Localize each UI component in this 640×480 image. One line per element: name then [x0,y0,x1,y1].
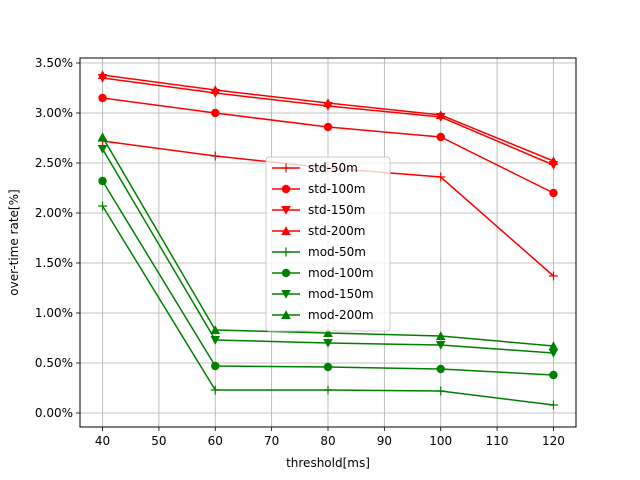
series-std-100m [98,93,558,198]
data-point-mod-50m [323,385,333,395]
legend-label: std-200m [308,224,366,238]
data-point-std-50m [548,271,558,281]
legend-marker [281,184,291,194]
y-tick-label: 2.00% [35,206,73,220]
data-point-std-100m [98,93,107,103]
data-point-std-100m [323,122,333,132]
data-point-mod-50m [436,386,446,396]
legend-item-mod-50m: mod-50m [272,245,366,259]
data-point-mod-150m [97,145,108,154]
data-point-std-100m [211,108,220,118]
data-point-mod-100m [323,362,333,372]
legend-label: std-100m [308,182,366,196]
data-point-mod-100m [549,370,558,380]
x-axis-title: threshold[ms] [286,456,370,470]
data-point-mod-100m [98,176,107,186]
data-point-mod-100m [436,364,445,374]
data-point-mod-150m [435,341,446,350]
x-tick-label: 120 [542,434,565,448]
x-tick-label: 40 [95,434,110,448]
y-tick-label: 0.50% [35,356,73,370]
y-tick-label: 0.00% [35,406,73,420]
y-tick-label: 3.50% [35,56,73,70]
series-mod-50m [98,201,558,410]
legend-label: std-150m [308,203,366,217]
legend-item-std-100m: std-100m [272,182,366,196]
data-point-mod-50m [210,385,220,395]
x-tick-label: 60 [208,434,223,448]
data-point-std-200m [97,70,108,79]
series-mod-200m [97,132,559,350]
data-point-std-50m [210,151,220,161]
legend-label: mod-50m [308,245,366,259]
y-tick-label: 1.50% [35,256,73,270]
legend-marker [281,163,291,173]
data-point-std-200m [435,110,446,119]
data-point-std-200m [548,156,559,165]
data-point-mod-150m [548,349,559,358]
series-mod-100m [98,176,558,380]
legend: std-50m std-100m std-150m std-200m mod-50m mo… [265,156,391,332]
legend-label: mod-100m [308,266,374,280]
legend-label: mod-200m [308,308,374,322]
x-tick-label: 80 [320,434,335,448]
legend-item-mod-150m: mod-150m [272,287,374,301]
data-point-mod-200m [435,331,446,340]
legend-marker [281,226,291,235]
data-point-std-200m [210,85,221,94]
data-point-std-50m [436,172,446,182]
y-tick-label: 3.00% [35,106,73,120]
y-tick-label: 2.50% [35,156,73,170]
data-point-mod-50m [548,400,558,410]
data-point-mod-100m [211,361,220,371]
legend-item-std-200m: std-200m [272,224,366,238]
data-point-std-100m [436,132,445,142]
legend-box [265,156,391,332]
data-point-mod-200m [323,328,333,337]
legend-label: mod-150m [308,287,374,301]
x-tick-label: 110 [486,434,509,448]
legend-item-std-150m: std-150m [272,203,366,217]
x-tick-label: 90 [377,434,392,448]
data-point-mod-150m [323,339,333,348]
series-mod-150m [97,145,559,358]
x-tick-label: 70 [264,434,279,448]
axis-ticks: 40 50 60 70 80 90 100 110 120 0.00% 0.50% 1.00% 1.50… [35,56,565,448]
legend-marker [281,268,291,278]
data-point-mod-200m [210,325,221,334]
data-point-mod-200m [548,341,559,350]
legend-item-mod-100m: mod-100m [272,266,374,280]
legend-marker [281,310,291,319]
series-group [97,70,559,410]
legend-label: std-50m [308,161,358,175]
x-tick-label: 100 [429,434,452,448]
data-point-mod-50m [98,201,108,211]
data-point-mod-150m [210,336,221,345]
legend-item-mod-200m: mod-200m [272,308,374,322]
data-point-std-100m [549,188,558,198]
x-tick-label: 50 [151,434,166,448]
legend-marker [281,206,291,215]
y-tick-label: 1.00% [35,306,73,320]
data-point-mod-200m [97,132,108,141]
data-point-std-200m [323,98,333,107]
series-std-200m [97,70,559,165]
legend-item-std-50m: std-50m [272,161,358,175]
y-axis-title: over-time rate[%] [7,189,21,295]
legend-marker [281,290,291,299]
legend-marker [281,247,291,257]
